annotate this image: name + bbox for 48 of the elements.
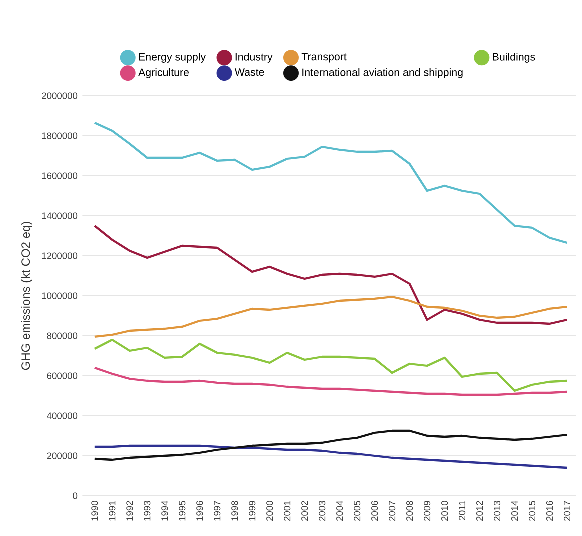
x-tick-label: 2010 (442, 501, 448, 522)
legend-label: Transport (302, 53, 347, 63)
x-tick-label: 1998 (232, 501, 238, 521)
legend-label: Waste (234, 68, 264, 76)
x-tick-label: 1999 (249, 501, 256, 521)
x-tick-label: 1990 (92, 501, 98, 521)
legend-label: Agriculture (138, 68, 190, 78)
x-tick-label: 2000 (266, 501, 274, 522)
x-tick-label: 1996 (196, 501, 204, 521)
y-tick-label: 600000 (47, 372, 78, 380)
y-tick-label: 800000 (47, 332, 78, 340)
legend-label: International aviation and shipping (302, 68, 463, 78)
y-tick-label: 1200000 (42, 252, 78, 260)
x-tick-label: 1994 (162, 500, 168, 521)
y-axis-title: GHG emissions (kt CO2 eq) (21, 222, 32, 370)
y-tick-label: 1000000 (42, 292, 78, 300)
x-tick-label: 2017 (564, 501, 571, 522)
x-tick-label: 2014 (511, 500, 518, 522)
x-tick-label: 1991 (109, 501, 116, 521)
x-tick-label: 2015 (528, 501, 536, 522)
x-tick-label: 2002 (302, 501, 308, 522)
legend-label: Buildings (493, 52, 536, 63)
x-tick-label: 2011 (459, 501, 466, 520)
legend-label: Industry (236, 52, 273, 63)
x-tick-label: 2012 (476, 501, 484, 522)
x-tick-label: 1992 (126, 501, 134, 521)
x-tick-label: 2008 (406, 501, 414, 522)
x-tick-label: 2016 (546, 501, 554, 522)
legend-label: Energy supply (139, 52, 206, 63)
x-tick-label: 2007 (389, 501, 396, 522)
y-tick-label: 1400000 (42, 212, 78, 220)
x-tick-label: 2004 (336, 500, 344, 522)
x-tick-label: 1995 (179, 501, 186, 521)
x-tick-label: 1993 (144, 501, 151, 521)
line-series (94, 338, 568, 392)
y-tick-label: 1800000 (42, 132, 78, 140)
x-tick-label: 2001 (284, 501, 291, 522)
x-tick-label: 2009 (424, 501, 431, 522)
y-tick-label: 200000 (47, 452, 78, 460)
x-tick-label: 2006 (372, 501, 378, 522)
x-tick-label: 1997 (214, 501, 221, 521)
x-tick-label: 2013 (494, 501, 501, 522)
y-tick-label: 400000 (47, 412, 78, 420)
y-tick-label: 0 (73, 492, 78, 500)
x-tick-label: 2005 (354, 501, 361, 522)
y-tick-label: 2000000 (42, 92, 78, 100)
x-tick-label: 2003 (319, 501, 326, 522)
y-tick-label: 1600000 (42, 172, 78, 180)
